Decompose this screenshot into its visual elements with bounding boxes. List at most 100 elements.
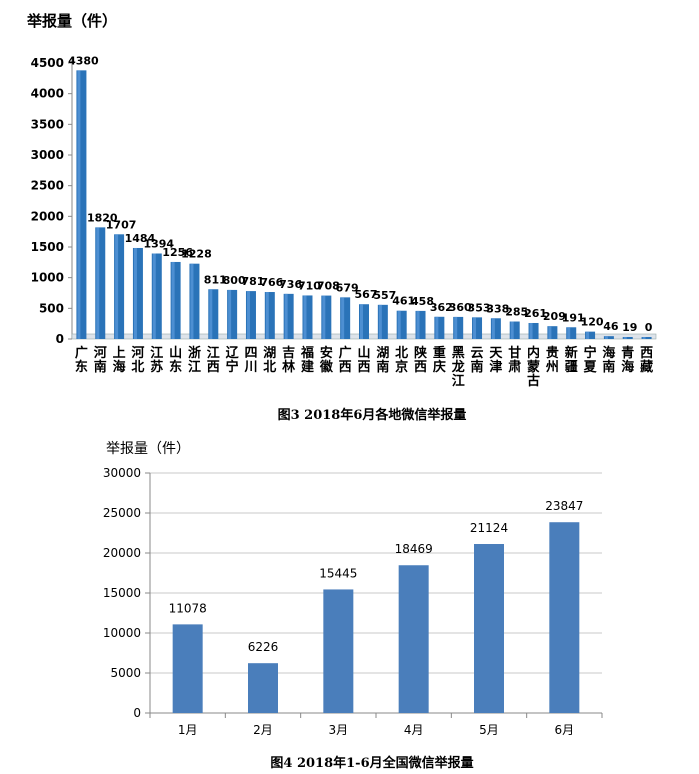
category-label: 新疆 — [565, 345, 578, 375]
category-label: 山东 — [169, 345, 182, 375]
category-label: 2月 — [253, 723, 273, 737]
y-tick-label: 30000 — [103, 466, 141, 480]
bar — [566, 327, 577, 339]
data-label: 285 — [505, 306, 528, 319]
bar — [132, 247, 143, 339]
bar-highlight — [642, 337, 646, 339]
data-label: 800 — [223, 274, 246, 287]
data-label: 46 — [603, 320, 619, 333]
category-label: 贵州 — [545, 345, 559, 375]
bar — [509, 321, 520, 339]
category-label: 黑龙江 — [452, 346, 465, 389]
bar-highlight — [397, 310, 401, 339]
y-axis-title: 举报量（件） — [106, 441, 190, 457]
bar-highlight — [133, 247, 137, 339]
y-tick-label: 0 — [133, 706, 141, 720]
y-tick-label: 2000 — [31, 209, 64, 223]
bar-highlight — [171, 261, 175, 339]
bar — [585, 331, 596, 339]
data-label: 567 — [355, 288, 378, 301]
bar-highlight — [623, 337, 627, 339]
category-label: 6月 — [555, 723, 575, 737]
y-tick-label: 3500 — [31, 117, 64, 131]
chart-monthly-reports: 举报量（件） 0 5000 10000 15000 20000 25000 30000 11… — [103, 441, 603, 771]
category-label: 江苏 — [150, 345, 163, 375]
bar — [208, 289, 219, 339]
category-label: 湖南 — [376, 346, 389, 375]
bar-highlight — [510, 321, 514, 339]
category-label: 安徽 — [319, 345, 334, 375]
figure-caption: 图3 2018年6月各地微信举报量 — [278, 407, 467, 423]
bar-highlight — [322, 295, 326, 339]
bar-highlight — [152, 253, 156, 339]
category-label: 4月 — [404, 723, 424, 737]
data-label: 766 — [260, 276, 283, 289]
y-tick-label: 5000 — [110, 666, 141, 680]
bar — [151, 253, 162, 339]
data-label: 0 — [645, 321, 653, 334]
data-label: 461 — [392, 295, 415, 308]
bar — [490, 318, 501, 339]
data-label: 19 — [622, 321, 637, 334]
y-tick-label: 25000 — [103, 506, 141, 520]
y-tick-label: 2500 — [31, 179, 64, 193]
bar-highlight — [529, 322, 533, 339]
bar — [264, 292, 275, 339]
y-tick-label: 1000 — [31, 271, 64, 285]
bar-highlight — [360, 304, 363, 339]
data-label: 23847 — [545, 499, 583, 513]
category-label: 广西 — [339, 345, 352, 375]
bar — [114, 234, 125, 339]
category-label: 辽宁 — [226, 346, 240, 375]
bar — [359, 304, 369, 339]
bar-highlight — [96, 227, 100, 339]
category-label: 上海 — [113, 346, 126, 375]
category-label: 广东 — [75, 345, 88, 375]
category-label: 江西 — [207, 345, 220, 375]
data-label: 338 — [486, 302, 509, 315]
data-label: 21124 — [470, 521, 508, 535]
bar — [474, 544, 504, 713]
bar — [547, 326, 558, 339]
y-tick-label: 1500 — [31, 240, 64, 254]
bar — [95, 227, 106, 339]
bar-highlight — [586, 331, 590, 339]
y-tick-label: 15000 — [103, 586, 141, 600]
bar-highlight — [341, 297, 345, 339]
data-label: 120 — [581, 316, 604, 329]
figure-caption: 图4 2018年1-6月全国微信举报量 — [270, 755, 473, 771]
bar — [172, 624, 203, 713]
bar — [227, 289, 238, 339]
category-label: 湖北 — [263, 346, 276, 375]
bar — [415, 310, 426, 339]
bar-highlight — [435, 316, 439, 339]
category-label: 西藏 — [640, 346, 653, 375]
category-label: 河南 — [94, 345, 107, 375]
data-label: 811 — [204, 273, 227, 286]
y-tick-label: 4000 — [31, 87, 64, 101]
data-label: 679 — [336, 281, 359, 294]
data-label: 708 — [317, 280, 340, 293]
bar-highlight — [303, 295, 307, 339]
bar — [396, 310, 407, 339]
category-label: 甘肃 — [508, 345, 521, 375]
data-label: 360 — [449, 301, 472, 314]
data-label: 18469 — [395, 542, 433, 556]
bar — [528, 322, 539, 339]
bar-highlight — [491, 318, 495, 339]
bar — [76, 70, 87, 340]
category-label: 北京 — [395, 346, 408, 375]
bar-highlight — [284, 293, 288, 339]
y-tick-label: 0 — [56, 332, 64, 346]
bar — [248, 663, 278, 713]
y-tick-label: 4500 — [31, 56, 64, 70]
bar-highlight — [378, 304, 382, 339]
bar — [398, 565, 429, 713]
category-label: 吉林 — [282, 346, 295, 375]
category-label: 四川 — [243, 346, 257, 375]
data-label: 353 — [468, 301, 491, 314]
data-label: 6226 — [248, 640, 279, 654]
data-label: 1394 — [143, 238, 174, 251]
category-label: 海南 — [602, 345, 615, 375]
bar — [377, 304, 388, 339]
